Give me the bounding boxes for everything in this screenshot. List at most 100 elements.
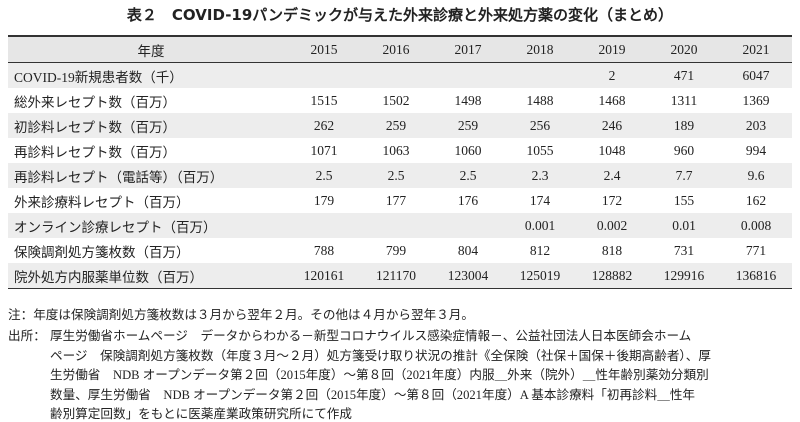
source-line: 齢別算定回数」をもとに医薬産業政策研究所にて作成 (50, 407, 352, 421)
header-cell: 2015 (288, 35, 360, 63)
cell: 1488 (526, 92, 554, 108)
cell: 471 (648, 62, 720, 88)
table-row: 院外処方内服薬単位数（百万） 120161 121170 123004 125019 12… (8, 263, 792, 289)
cell: 799 (385, 242, 407, 258)
row-label: 再診料レセプト（電話等）（百万） (8, 163, 288, 188)
table-row: COVID-19新規患者数（千） 2 471 6047 (8, 62, 792, 88)
header-cell: 2016 (360, 35, 432, 63)
cell: 0.01 (648, 213, 720, 238)
cell: 0.001 (504, 213, 576, 238)
header-cell: 2017 (432, 35, 504, 63)
header-cell: 年度 (8, 35, 288, 63)
table-row: 再診料レセプト（電話等）（百万） 2.5 2.5 2.5 2.3 2.4 7.7 9.6 (8, 163, 792, 188)
cell: 123004 (432, 263, 504, 289)
table-row: 保険調剤処方箋枚数（百万） 788 799 804 812 818 731 771 (8, 238, 792, 263)
cell: 0.002 (576, 213, 648, 238)
cell: 1063 (382, 142, 410, 158)
table-row: 初診料レセプト数（百万） 262 259 259 256 246 189 203 (8, 113, 792, 138)
cell: 177 (385, 192, 407, 208)
cell: 155 (673, 192, 695, 208)
title: 表２ COVID-19パンデミックが与えた外来診療と外来処方薬の変化（まとめ） (126, 6, 674, 24)
cell: 1515 (310, 92, 338, 108)
cell: 2.5 (360, 163, 432, 188)
header-cell: 2018 (504, 35, 576, 63)
cell: 6047 (720, 62, 792, 88)
cell: 812 (529, 242, 551, 258)
cell: 2.4 (576, 163, 648, 188)
cell: 259 (432, 113, 504, 138)
cell: 246 (576, 113, 648, 138)
cell (360, 62, 432, 88)
cell: 189 (648, 113, 720, 138)
cell: 788 (313, 242, 335, 258)
cell: 121170 (360, 263, 432, 289)
cell: 162 (745, 192, 767, 208)
cell: 174 (529, 192, 551, 208)
table-row: 再診料レセプト数（百万） 1071 1063 1060 1055 1048 960 994 (8, 138, 792, 163)
cell: 804 (457, 242, 479, 258)
header-cell: 2021 (720, 35, 792, 63)
cell (360, 213, 432, 238)
cell: 136816 (720, 263, 792, 289)
source-line: 生労働省 NDB オープンデータ第２回（2015年度）～第８回（2021年度）内… (50, 368, 709, 382)
cell: 176 (457, 192, 479, 208)
cell: 7.7 (648, 163, 720, 188)
cell: 818 (601, 242, 623, 258)
row-label: 総外来レセプト数（百万） (14, 94, 176, 110)
cell: 1498 (454, 92, 482, 108)
cell: 1468 (598, 92, 626, 108)
cell: 179 (313, 192, 335, 208)
row-label: 外来診療料レセプト（百万） (14, 194, 190, 210)
cell (504, 62, 576, 88)
cell: 125019 (504, 263, 576, 289)
row-label: COVID-19新規患者数（千） (8, 62, 288, 88)
cell (432, 62, 504, 88)
row-label: 院外処方内服薬単位数（百万） (8, 263, 288, 289)
cell: 256 (504, 113, 576, 138)
table-row: 外来診療料レセプト（百万） 179 177 176 174 172 155 162 (8, 188, 792, 213)
cell: 1311 (670, 92, 698, 108)
cell: 1055 (526, 142, 554, 158)
cell: 129916 (648, 263, 720, 289)
table-row: オンライン診療レセプト（百万） 0.001 0.002 0.01 0.008 (8, 213, 792, 238)
header-row: 年度 2015 2016 2017 2018 2019 2020 2021 (8, 35, 792, 63)
cell: 1369 (742, 92, 770, 108)
cell: 1048 (598, 142, 626, 158)
cell: 1071 (310, 142, 338, 158)
row-label: オンライン診療レセプト（百万） (8, 213, 288, 238)
cell: 1502 (382, 92, 410, 108)
header-cell: 2019 (576, 35, 648, 63)
cell: 128882 (576, 263, 648, 289)
cell: 960 (673, 142, 695, 158)
cell: 9.6 (720, 163, 792, 188)
cell: 2.5 (432, 163, 504, 188)
source-line: 厚生労働省ホームページ データからわかる－新型コロナウイルス感染症情報－、公益社… (50, 329, 692, 343)
row-label: 保険調剤処方箋枚数（百万） (14, 244, 190, 260)
cell: 120161 (288, 263, 360, 289)
cell (432, 213, 504, 238)
cell: 2.5 (288, 163, 360, 188)
data-table: 年度 2015 2016 2017 2018 2019 2020 2021 COVID-19新規… (8, 35, 792, 289)
cell: 771 (745, 242, 767, 258)
row-label: 再診料レセプト数（百万） (14, 144, 176, 160)
cell: 262 (288, 113, 360, 138)
cell: 172 (601, 192, 623, 208)
cell (288, 213, 360, 238)
source-line: 数量、厚生労働省 NDB オープンデータ第２回（2015年度）～第８回（2021… (50, 387, 696, 402)
table-row: 総外来レセプト数（百万） 1515 1502 1498 1488 1468 1311 1369 (8, 88, 792, 113)
cell: 2 (576, 62, 648, 88)
note: 注：年度は保険調剤処方箋枚数は３月から翌年２月。その他は４月から翌年３月。 (8, 308, 474, 322)
row-label: 初診料レセプト数（百万） (8, 113, 288, 138)
cell: 731 (673, 242, 695, 258)
cell: 0.008 (720, 213, 792, 238)
cell: 259 (360, 113, 432, 138)
source-label: 出所： (8, 329, 46, 343)
cell: 203 (720, 113, 792, 138)
cell: 1060 (454, 142, 482, 158)
cell: 994 (745, 142, 767, 158)
cell (288, 62, 360, 88)
header-cell: 2020 (648, 35, 720, 63)
source-line: ページ 保険調剤処方箋枚数（年度３月～２月）処方箋受け取り状況の推計《全保険（社… (50, 348, 711, 363)
cell: 2.3 (504, 163, 576, 188)
